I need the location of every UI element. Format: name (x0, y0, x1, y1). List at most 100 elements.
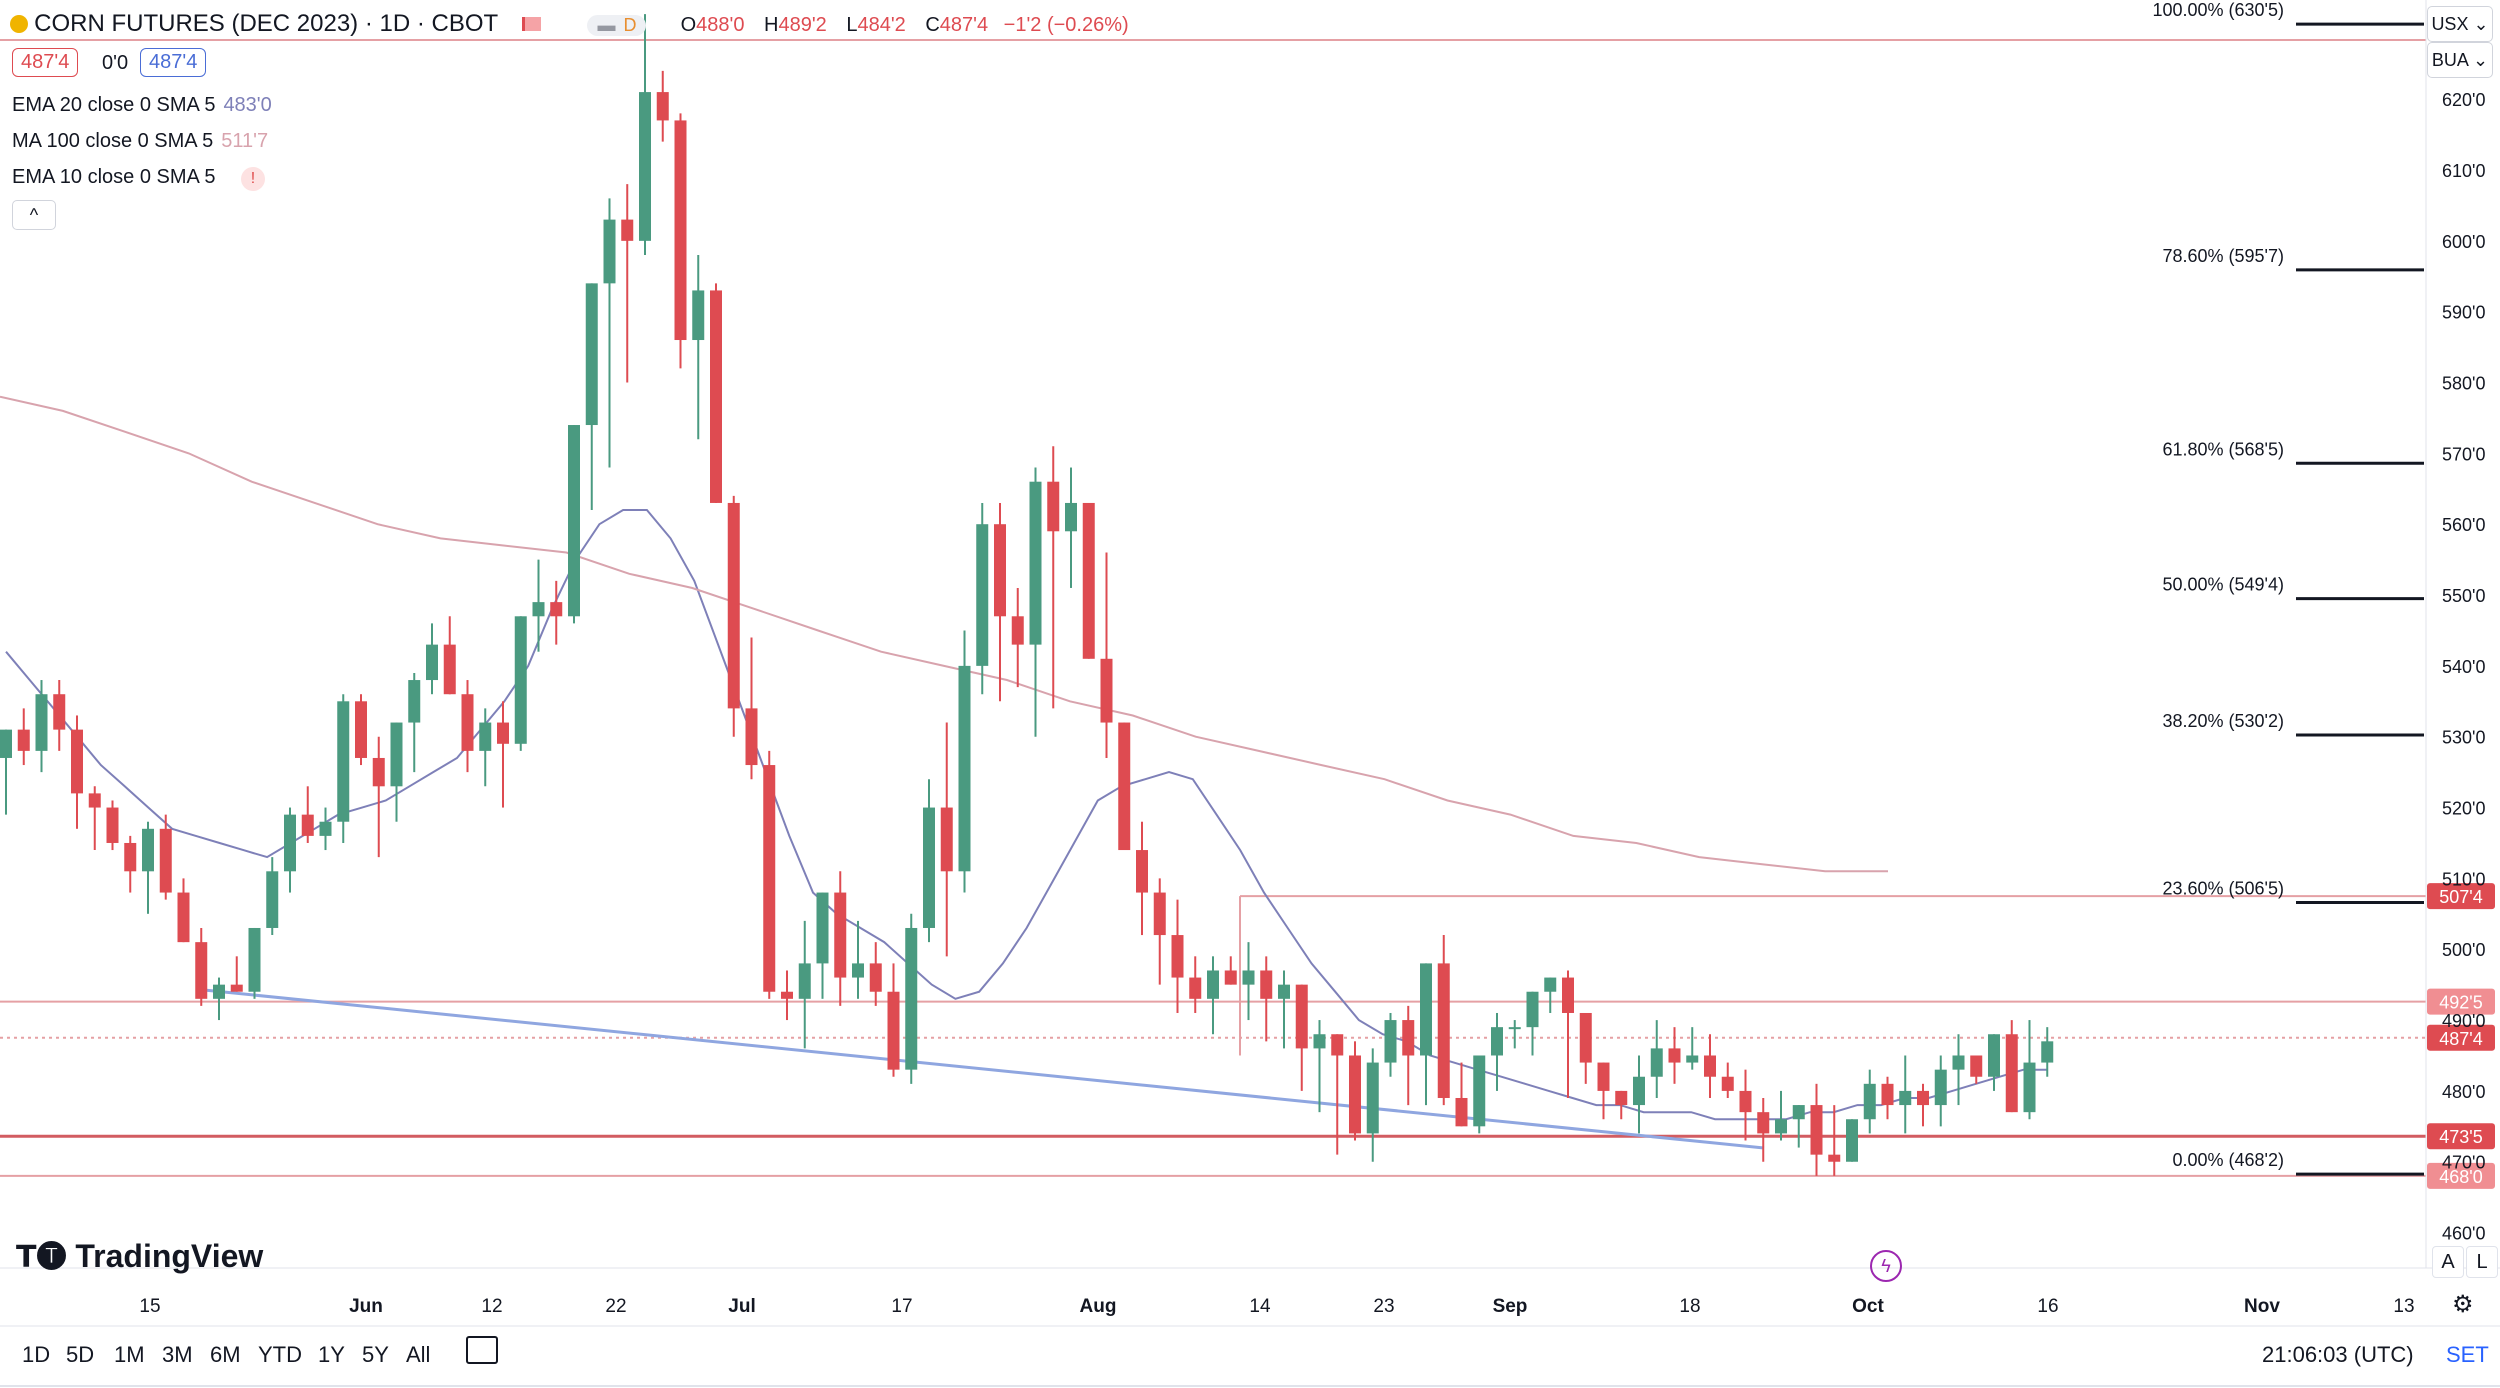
candle-body (656, 92, 669, 121)
candle-body (88, 793, 101, 808)
y-tick-label: 520'0 (2442, 799, 2485, 819)
flag-icon[interactable] (522, 17, 542, 31)
y-tick-label: 490'0 (2442, 1011, 2485, 1031)
unit-dropdown[interactable]: BUA ⌄ (2427, 42, 2493, 78)
timeframe-ytd[interactable]: YTD (258, 1342, 302, 1367)
x-tick-label: 23 (1373, 1296, 1394, 1317)
axis-settings-icon[interactable]: ⚙ (2452, 1291, 2474, 1318)
trendline (203, 988, 1765, 1150)
minus-icon: ▬ (597, 15, 616, 35)
legend-ema20-value: 483'0 (223, 94, 272, 116)
price-label-box (2427, 1162, 2495, 1189)
candle-body (1508, 1027, 1521, 1030)
candle-body (1952, 1055, 1965, 1070)
candle-body (1633, 1076, 1645, 1106)
legend-ema10[interactable]: EMA 10 close 0 SMA 5 ! (12, 166, 265, 191)
candle-body (1579, 1012, 1592, 1063)
lightning-icon[interactable]: ϟ (1870, 1250, 1902, 1282)
candle-body (1597, 1062, 1610, 1091)
currency-dropdown[interactable]: USX ⌄ (2427, 6, 2493, 42)
candle-body (1562, 977, 1574, 1013)
timeframe-all[interactable]: All (406, 1342, 431, 1367)
candle-body (337, 701, 350, 822)
time-axis: 15 Jun 12 22 Jul 17 Aug 14 23 Sep 18 Oct 16 Nov 13 (139, 1296, 2414, 1317)
candle-body (905, 927, 918, 1070)
candle-body (1224, 970, 1237, 985)
x-tick-label: 22 (605, 1296, 626, 1317)
y-tick-label: 510'0 (2442, 869, 2485, 889)
timeframe-1y[interactable]: 1Y (318, 1342, 345, 1367)
candle-body (1881, 1083, 1894, 1106)
y-tick-label: 580'0 (2442, 374, 2485, 394)
mode-toggle[interactable]: ▬ D (587, 15, 647, 36)
timeframe-6m[interactable]: 6M (210, 1342, 241, 1367)
x-tick-label: Aug (1080, 1296, 1117, 1317)
price-label: 473'5 (2439, 1127, 2482, 1147)
go-to-date-icon[interactable] (466, 1336, 498, 1364)
bid-button[interactable]: 487'4 (12, 48, 79, 77)
fib-label: 38.20% (530'2) (2162, 711, 2284, 731)
legend-ma100-value: 511'7 (221, 130, 269, 152)
price-label: 492'5 (2439, 993, 2482, 1013)
mode-badge: D (623, 15, 637, 35)
candle-body (1704, 1055, 1716, 1077)
x-tick-label: 17 (891, 1296, 912, 1317)
price-label-box (2427, 1123, 2495, 1150)
y-tick-label: 610'0 (2442, 161, 2485, 181)
candle-body (816, 892, 829, 964)
candle-body (568, 425, 580, 617)
clock[interactable]: 21:06:03 (UTC) (2262, 1342, 2414, 1367)
candle-body (1846, 1119, 1858, 1162)
candle-body (1065, 502, 1077, 532)
candle-body (639, 92, 651, 241)
candle-body (17, 729, 30, 751)
x-tick-label: Jun (349, 1296, 383, 1317)
x-tick-label: 16 (2037, 1296, 2058, 1317)
x-tick-label: 18 (1679, 1296, 1700, 1317)
candle-body (1739, 1090, 1752, 1113)
session-button[interactable]: SET (2446, 1342, 2489, 1367)
x-tick-label: 15 (139, 1296, 160, 1317)
candle-body (1153, 892, 1166, 936)
candle-body (1384, 1020, 1397, 1063)
collapse-legend-button[interactable]: ^ (12, 200, 56, 230)
candle-body (1455, 1097, 1468, 1127)
candle-body (106, 807, 119, 843)
log-scale-button[interactable]: L (2466, 1246, 2498, 1278)
candle-body (53, 694, 66, 730)
candle-body (301, 814, 314, 836)
price-label: 487'4 (2439, 1029, 2482, 1049)
candle-body (994, 524, 1006, 617)
symbol-header[interactable]: CORN FUTURES (DEC 2023) · 1D · CBOT ▬ D O… (10, 10, 1129, 38)
y-tick-label: 590'0 (2442, 303, 2485, 323)
candle-body (1242, 970, 1255, 985)
candle-body (1207, 970, 1219, 999)
auto-scale-button[interactable]: A (2432, 1246, 2464, 1278)
candle-body (195, 942, 208, 999)
corn-symbol-icon (10, 15, 28, 33)
tradingview-logo[interactable]: 𝗧🅣 TradingView (16, 1232, 263, 1276)
price-label-box (2427, 1024, 2495, 1051)
candle-body (1491, 1027, 1503, 1056)
candle-body (798, 963, 811, 999)
candle-body (390, 722, 403, 787)
candle-body (1650, 1048, 1663, 1077)
y-tick-label: 460'0 (2442, 1224, 2485, 1244)
legend-ma100[interactable]: MA 100 close 0 SMA 5 511'7 (12, 130, 269, 152)
y-tick-label: 500'0 (2442, 940, 2485, 960)
timeframe-3m[interactable]: 3M (162, 1342, 193, 1367)
candle-body (1668, 1048, 1681, 1063)
x-tick-label: 13 (2393, 1296, 2414, 1317)
candle-body (1136, 850, 1148, 893)
legend-ema20[interactable]: EMA 20 close 0 SMA 5 483'0 (12, 94, 272, 116)
timeframe-5d[interactable]: 5D (66, 1342, 95, 1367)
fib-label: 50.00% (549'4) (2162, 575, 2284, 595)
y-tick-label: 540'0 (2442, 657, 2485, 677)
candle-body (1863, 1083, 1876, 1120)
timeframe-1d[interactable]: 1D (22, 1342, 51, 1367)
timeframe-1m[interactable]: 1M (114, 1342, 145, 1367)
timeframe-5y[interactable]: 5Y (362, 1342, 389, 1367)
ask-button[interactable]: 487'4 (140, 48, 207, 77)
candle-body (869, 963, 882, 992)
